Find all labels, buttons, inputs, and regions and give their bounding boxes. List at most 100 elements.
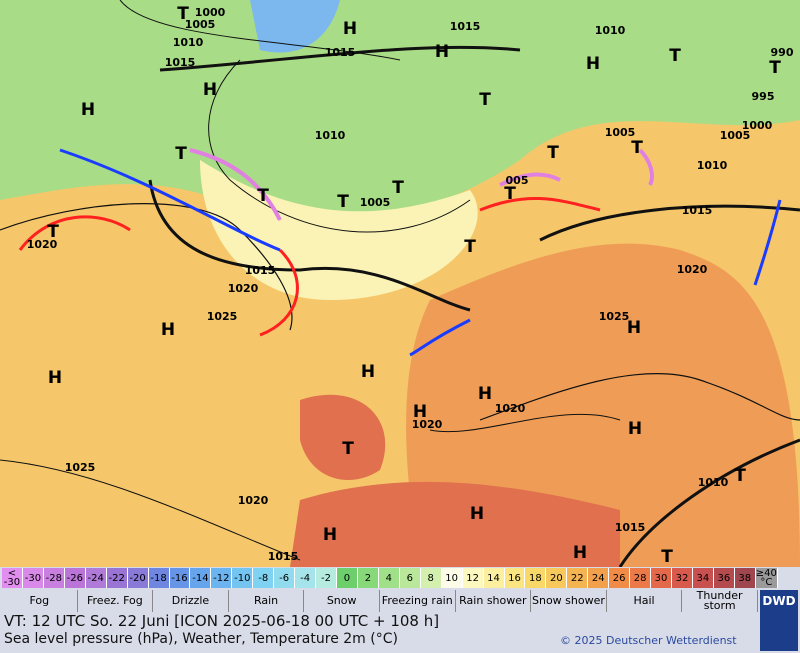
low-center: T [464, 237, 476, 257]
high-center: H [343, 19, 357, 39]
legend-item: Rain shower [456, 590, 532, 612]
scale-step: 6 [399, 568, 421, 588]
isobar-label: 1005 [360, 196, 391, 209]
scale-step: -16 [169, 568, 191, 588]
scale-step: -26 [64, 568, 86, 588]
legend-item: Thunder storm [682, 590, 758, 612]
low-center: T [769, 58, 781, 78]
low-center: T [337, 192, 349, 212]
scale-step: 14 [483, 568, 505, 588]
isobar-label: 1010 [698, 476, 729, 489]
scale-step: -28 [43, 568, 65, 588]
scale-step: -18 [148, 568, 170, 588]
high-center: H [361, 362, 375, 382]
low-center: T [669, 46, 681, 66]
isobar-label: 1015 [450, 20, 481, 33]
warm-front [18, 196, 601, 337]
legend-item: Freezing rain [380, 590, 456, 612]
isobar-label: 1025 [65, 461, 96, 474]
isobars [0, 0, 800, 567]
low-center: T [504, 184, 516, 204]
scale-step: -30 [22, 568, 44, 588]
scale-step: -2 [316, 568, 337, 588]
scale-step: < -30 [2, 568, 23, 588]
low-center: T [342, 439, 354, 459]
legend-item: Freez. Fog [78, 590, 154, 612]
scale-step: -8 [253, 568, 275, 588]
high-center: H [435, 42, 449, 62]
logo: DWD [760, 590, 798, 651]
cool-area [0, 0, 800, 221]
isobar-label: 995 [752, 90, 775, 103]
scale-step: 16 [504, 568, 526, 588]
isobar-label: 1005 [185, 18, 216, 31]
high-center: H [203, 80, 217, 100]
isobar-label: 1020 [228, 282, 259, 295]
legend-item: Drizzle [153, 590, 229, 612]
hot-area [290, 394, 620, 567]
isobar-label: 1000 [195, 6, 226, 19]
low-center: T [175, 144, 187, 164]
high-center: H [470, 504, 484, 524]
scale-step: 30 [651, 568, 672, 588]
low-center: T [257, 186, 269, 206]
high-center: H [413, 402, 427, 422]
isobar-label: 990 [771, 46, 794, 59]
scale-step: 38 [734, 568, 756, 588]
low-center: T [631, 138, 643, 158]
isobar-label: 1015 [245, 264, 276, 277]
description: Sea level pressure (hPa), Weather, Tempe… [4, 631, 398, 647]
scale-step: 18 [525, 568, 547, 588]
isobar-label: 1025 [207, 310, 238, 323]
isobar-label: 1020 [27, 238, 58, 251]
scale-step: 26 [609, 568, 631, 588]
scale-step: -10 [232, 568, 254, 588]
low-center: T [47, 222, 59, 242]
isobar-label: 1000 [742, 119, 773, 132]
occluded-front [189, 148, 654, 221]
scale-step: 34 [692, 568, 714, 588]
high-center: H [48, 368, 62, 388]
isobar-label: 1005 [720, 129, 751, 142]
high-center: H [586, 54, 600, 74]
scale-step: 32 [672, 568, 693, 588]
legend-item: Rain [229, 590, 305, 612]
legend-item: Fog [2, 590, 78, 612]
valid-time: VT: 12 UTC So. 22 Juni [ICON 2025-06-18 … [4, 612, 440, 630]
low-center: T [734, 466, 746, 486]
low-center: T [392, 178, 404, 198]
cold-front [409, 318, 471, 357]
scale-step: 12 [462, 568, 484, 588]
isobar-label: 1020 [412, 418, 443, 431]
legend-item: Hail [607, 590, 683, 612]
high-center: H [478, 384, 492, 404]
isobar-label: 1015 [615, 521, 646, 534]
temperature-scale: < -30 -30 -28 -26 -24 -22 -20 -18 -16 -14 -12 -10 -8… [2, 568, 778, 588]
scale-step: -14 [190, 568, 212, 588]
legend-item: Snow shower [531, 590, 607, 612]
isobar-label: 1010 [697, 159, 728, 172]
low-center: T [479, 90, 491, 110]
cold-area [250, 0, 340, 53]
scale-step: ≥40 °C [755, 568, 778, 588]
isobar-label: 1025 [599, 310, 630, 323]
isobar-label: 1010 [315, 129, 346, 142]
scale-step: -12 [211, 568, 233, 588]
scale-step: 28 [630, 568, 652, 588]
scale-step: -6 [274, 568, 296, 588]
scale-step: -4 [295, 568, 317, 588]
isobar-label: 1020 [238, 494, 269, 507]
scale-step: 22 [567, 568, 589, 588]
scale-step: 8 [420, 568, 442, 588]
low-center: T [177, 4, 189, 24]
high-center: H [81, 100, 95, 120]
scale-step: 10 [441, 568, 463, 588]
cold-front [59, 148, 281, 252]
high-center: H [628, 419, 642, 439]
weather-legend: Fog Freez. Fog Drizzle Rain Snow Freezing rai… [2, 590, 758, 612]
scale-step: 4 [378, 568, 400, 588]
scale-step: 24 [588, 568, 610, 588]
low-center: T [547, 143, 559, 163]
isobar-label: 1020 [495, 402, 526, 415]
